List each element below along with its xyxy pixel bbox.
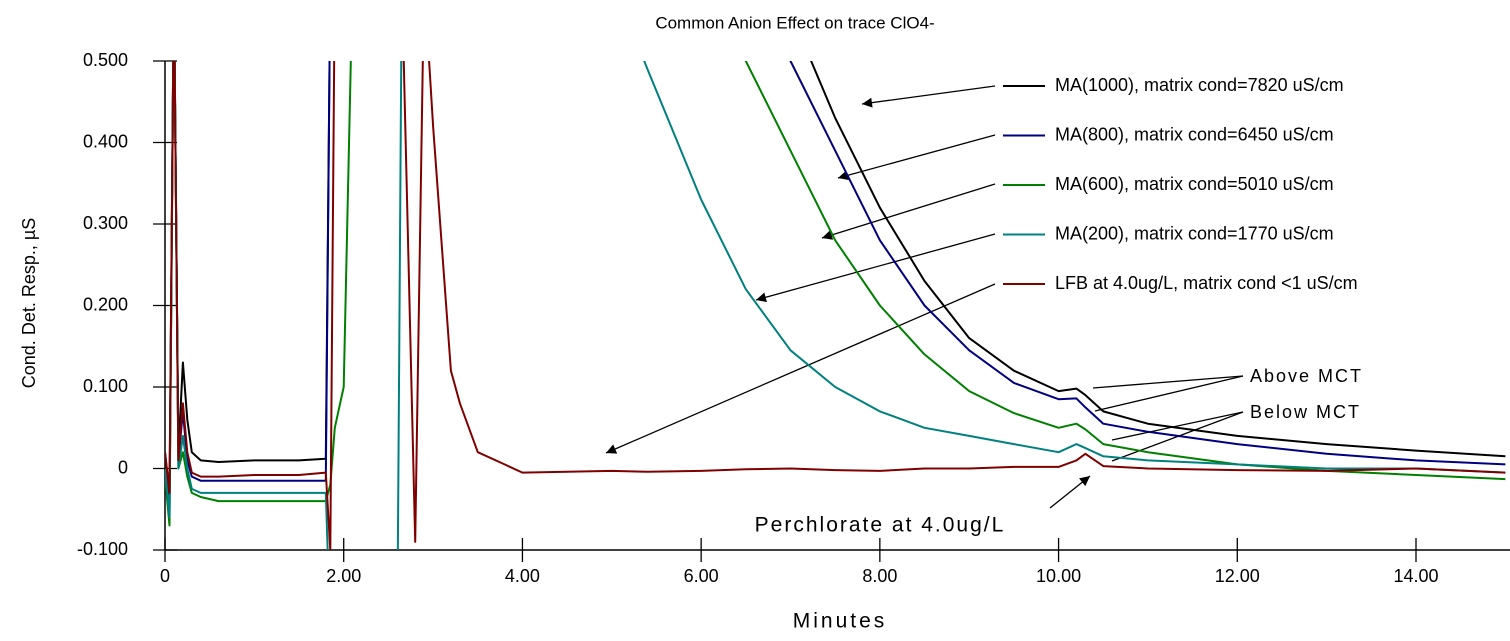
x-tick-label: 12.00 [1215, 566, 1260, 586]
legend-label: MA(800), matrix cond=6450 uS/cm [1055, 124, 1334, 144]
series-line [165, 61, 1506, 550]
annotation: Below MCT [1250, 402, 1361, 422]
legend-label: MA(1000), matrix cond=7820 uS/cm [1055, 75, 1344, 95]
y-tick-label: 0.100 [83, 376, 128, 396]
annotation: Perchlorate at 4.0ug/L [755, 514, 1006, 537]
y-axis-label: Cond. Det. Resp., µS [19, 218, 39, 388]
y-tick-label: 0.300 [83, 213, 128, 233]
y-tick-label: 0.200 [83, 294, 128, 314]
series-line [165, 61, 1506, 550]
y-tick-label: -0.100 [77, 539, 128, 559]
x-axis-label: Minutes [793, 610, 888, 633]
y-tick-label: 0.400 [83, 131, 128, 151]
x-tick-label: 8.00 [862, 566, 897, 586]
y-tick-label: 0.500 [83, 50, 128, 70]
chart-title: Common Anion Effect on trace ClO4- [655, 13, 934, 32]
x-tick-label: 0 [160, 566, 170, 586]
series-line [165, 61, 1506, 494]
series-line [165, 61, 1506, 527]
annotation-arrows [605, 85, 1244, 509]
legend-label: MA(200), matrix cond=1770 uS/cm [1055, 223, 1334, 243]
legend-label: MA(600), matrix cond=5010 uS/cm [1055, 174, 1334, 194]
legend-label: LFB at 4.0ug/L, matrix cond <1 uS/cm [1055, 273, 1358, 293]
x-tick-label: 2.00 [326, 566, 361, 586]
series-group [165, 61, 1506, 550]
x-tick-label: 10.00 [1036, 566, 1081, 586]
x-tick-label: 4.00 [505, 566, 540, 586]
series-line [165, 61, 1506, 511]
x-tick-label: 6.00 [684, 566, 719, 586]
y-tick-label: 0 [118, 457, 128, 477]
annotation: Above MCT [1250, 366, 1363, 386]
x-tick-label: 14.00 [1393, 566, 1438, 586]
